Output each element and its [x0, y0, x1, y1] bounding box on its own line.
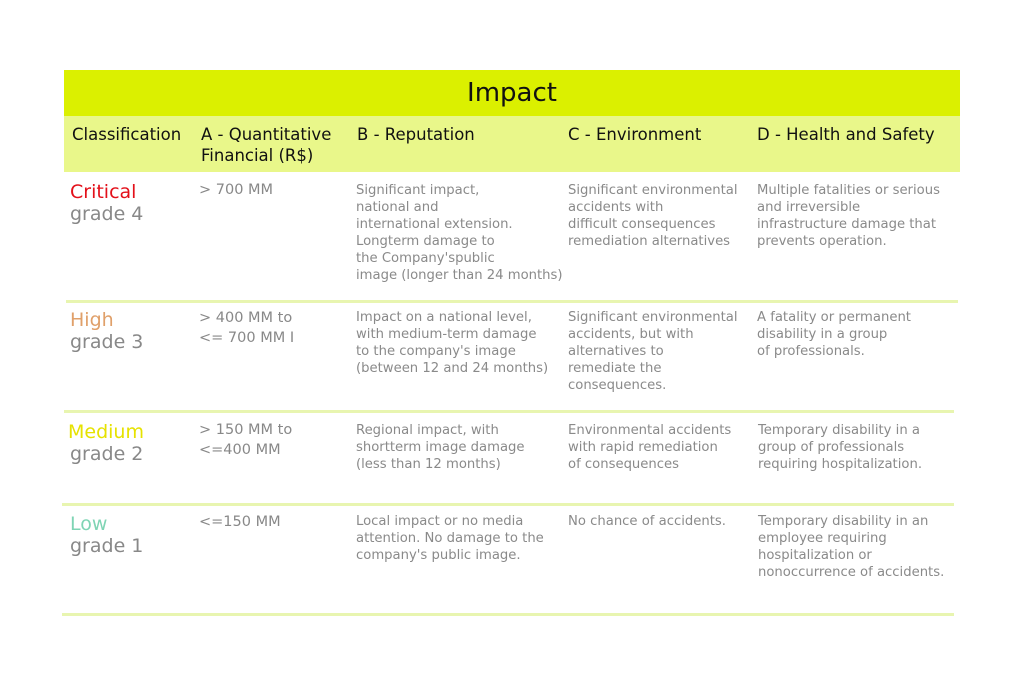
row-divider — [64, 410, 954, 413]
reputation-critical: Significant impact, national and interna… — [356, 183, 563, 283]
level-critical: Critical — [70, 181, 137, 203]
financial-critical: > 700 MM — [199, 182, 274, 198]
grade-4: grade 4 — [70, 203, 144, 225]
header-health-safety: D - Health and Safety — [757, 125, 935, 144]
financial-high: > 400 MM to <= 700 MM I — [199, 310, 295, 346]
health-critical: Multiple fatalities or serious and irrev… — [757, 183, 940, 249]
level-low: Low — [70, 513, 108, 535]
environment-low: No chance of accidents. — [568, 514, 726, 529]
environment-medium: Environmental accidents with rapid remed… — [568, 423, 732, 472]
financial-low: <=150 MM — [199, 514, 281, 530]
header-reputation: B - Reputation — [357, 125, 475, 144]
header-environment: C - Environment — [568, 125, 702, 144]
row-divider — [62, 613, 954, 616]
reputation-high: Impact on a national level, with medium-… — [356, 310, 549, 376]
reputation-low: Local impact or no media attention. No d… — [356, 514, 544, 563]
reputation-medium: Regional impact, with shortterm image da… — [356, 423, 525, 472]
health-high: A fatality or permanent disability in a … — [757, 310, 911, 359]
grade-1: grade 1 — [70, 535, 144, 557]
health-medium: Temporary disability in a group of profe… — [758, 423, 923, 472]
grade-2: grade 2 — [70, 443, 144, 465]
health-low: Temporary disability in an employee requ… — [758, 514, 945, 580]
impact-title: Impact — [467, 78, 557, 108]
row-divider — [62, 503, 954, 506]
header-financial: A - Quantitative Financial (R$) — [201, 125, 332, 165]
header-classification: Classification — [72, 125, 182, 144]
financial-medium: > 150 MM to <=400 MM — [199, 422, 293, 458]
level-high: High — [70, 309, 114, 331]
impact-title-bar: Impact — [64, 70, 960, 116]
environment-critical: Significant environmental accidents with… — [568, 183, 738, 249]
grade-3: grade 3 — [70, 331, 144, 353]
row-divider — [66, 300, 958, 303]
level-medium: Medium — [68, 421, 144, 443]
table-header-row: Classification A - Quantitative Financia… — [64, 116, 960, 172]
environment-high: Significant environmental accidents, but… — [568, 310, 738, 393]
